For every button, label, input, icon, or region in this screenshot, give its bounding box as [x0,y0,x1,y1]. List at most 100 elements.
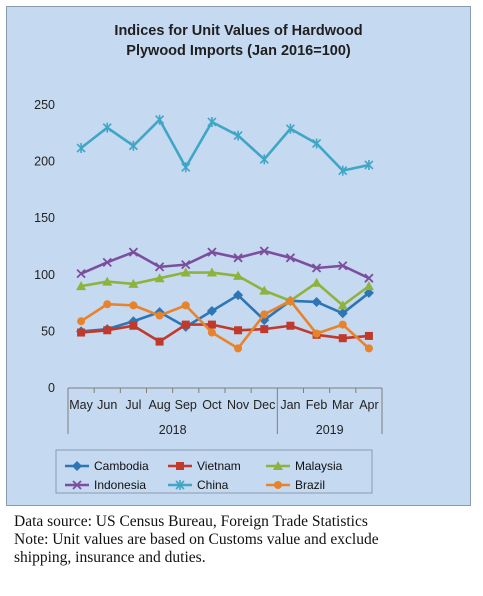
legend-marker-cambodia [72,461,82,471]
data-point-china [364,159,374,170]
series-line-indonesia [80,249,370,280]
data-point-malaysia [206,267,217,277]
data-point-vietnam [234,326,243,335]
data-point-malaysia [76,281,87,291]
data-point-cambodia [311,296,322,307]
data-point-vietnam [364,331,373,340]
data-point-indonesia [76,269,86,279]
data-point-vietnam [103,326,112,335]
data-point-malaysia [180,267,191,277]
data-point-china [338,165,348,176]
data-point-brazil [77,317,86,326]
y-tick-label: 100 [34,268,55,282]
x-tick-label: Sep [175,398,197,412]
series-line-brazil [80,299,370,350]
data-point-vietnam [129,321,138,330]
data-point-vietnam [181,320,190,329]
series-line-china [80,118,370,172]
data-point-brazil [181,301,190,310]
y-tick-label: 50 [41,324,55,338]
data-point-brazil [103,300,112,309]
legend-label-brazil: Brazil [295,478,325,492]
data-point-vietnam [338,334,347,343]
data-point-indonesia [154,262,165,272]
data-point-cambodia [128,316,139,327]
data-point-indonesia [259,246,269,256]
data-point-indonesia [285,253,296,263]
data-point-cambodia [206,306,217,317]
data-point-malaysia [311,277,322,287]
data-point-china [207,116,217,127]
data-point-malaysia [363,281,374,291]
x-tick-label: Jan [280,398,300,412]
x-tick-label: Jul [125,398,141,412]
data-point-china [259,154,269,165]
chart-container: Indices for Unit Values of Hardwood Plyw… [6,6,471,506]
data-point-vietnam [77,328,86,337]
data-point-brazil [155,311,164,320]
data-point-indonesia [181,259,191,270]
legend-marker-indonesia [72,480,82,490]
x-tick-label: May [69,398,93,412]
legend-marker-vietnam [176,462,184,470]
x-tick-label: Mar [332,398,354,412]
x-tick-label: Jun [97,398,117,412]
data-source-note: Data source: US Census Bureau, Foreign T… [14,513,368,530]
data-point-indonesia [102,257,112,267]
data-point-cambodia [363,287,374,298]
data-point-china [312,138,322,149]
data-point-malaysia [102,276,113,286]
note-line-1: Note: Unit values are based on Customs v… [14,531,379,548]
line-chart: May Jun Jul Aug Sep Oct Nov Dec Jan Feb Mar Apr 2018… [34,98,383,494]
data-point-brazil [207,328,216,337]
y-tick-label: 200 [34,155,55,169]
data-point-china [102,122,112,133]
data-point-indonesia [233,253,243,263]
chart-title-line-2: Plywood Imports (Jan 2016=100) [126,43,351,59]
data-point-vietnam [207,320,216,329]
data-point-cambodia [233,290,244,301]
data-point-malaysia [233,270,244,280]
data-point-china [76,143,86,154]
y-tick-label: 0 [48,381,55,395]
data-point-brazil [338,320,347,329]
x-tick-label: Nov [227,398,250,412]
note-line-2: shipping, insurance and duties. [14,549,206,566]
data-point-china [155,114,165,125]
data-point-brazil [364,344,373,353]
data-point-malaysia [154,273,165,283]
y-tick-label: 250 [34,98,55,112]
series-line-cambodia [80,291,370,333]
data-point-malaysia [337,300,348,310]
x-tick-label: Apr [359,398,378,412]
chart-title: Indices for Unit Values of Hardwood Plyw… [7,21,470,61]
x-group-label: 2019 [316,423,344,437]
x-tick-label: Aug [148,398,170,412]
legend-label-indonesia: Indonesia [94,478,146,492]
data-point-indonesia [311,263,322,273]
data-point-china [181,162,191,173]
data-point-malaysia [128,278,139,288]
x-tick-label: Feb [306,398,328,412]
x-group-label: 2018 [159,423,187,437]
legend-marker-malaysia [273,461,283,470]
data-point-brazil [234,344,243,353]
data-point-indonesia [128,247,139,257]
chart-title-line-1: Indices for Unit Values of Hardwood [114,23,363,39]
legend-label-cambodia: Cambodia [94,459,149,473]
data-point-vietnam [260,325,269,334]
series-line-malaysia [80,271,370,307]
data-point-indonesia [338,261,348,271]
series-line-vietnam [80,323,370,343]
data-point-china [233,130,243,141]
data-point-brazil [129,301,138,310]
legend-marker-brazil [274,481,282,489]
data-point-brazil [312,329,321,338]
data-point-cambodia [337,308,348,319]
data-point-malaysia [259,285,270,295]
data-point-vietnam [155,337,164,346]
legend-label-vietnam: Vietnam [197,459,241,473]
legend-box [55,449,373,494]
data-point-china [128,140,138,151]
data-point-indonesia [207,247,217,257]
